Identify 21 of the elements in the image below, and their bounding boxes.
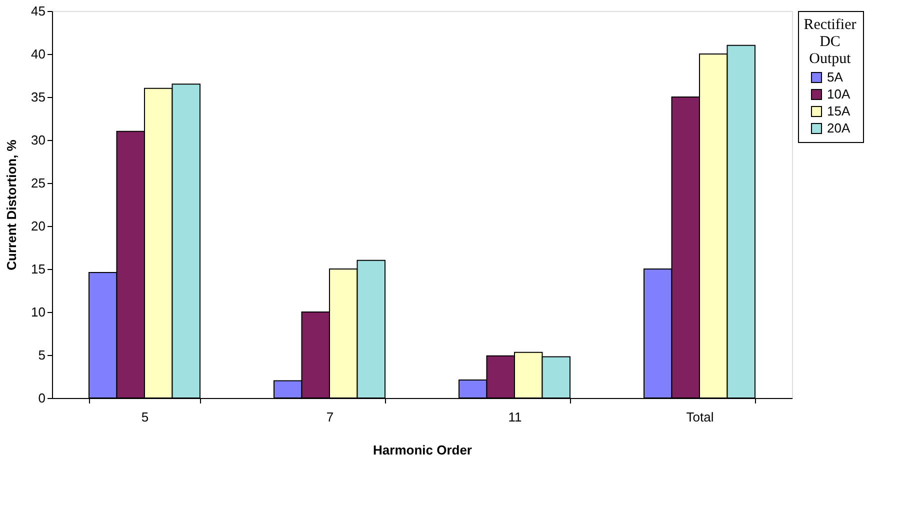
legend-label: 20A <box>827 120 850 136</box>
y-tick-label: 40 <box>31 46 46 62</box>
legend-label: 15A <box>827 104 850 118</box>
y-tick-label: 10 <box>31 304 46 320</box>
legend-title: Rectifier DC Output <box>804 17 856 67</box>
y-tick-label: 30 <box>31 132 46 148</box>
y-tick-label: 5 <box>38 348 46 362</box>
y-tick-label: 25 <box>31 176 46 190</box>
x-tick-label: 11 <box>508 410 522 424</box>
legend-label: 10A <box>827 86 850 102</box>
y-tick-label: 20 <box>31 218 46 234</box>
legend-label: 5A <box>827 70 844 84</box>
x-tick-label: Total <box>686 410 714 424</box>
y-tick-label: 45 <box>31 4 46 18</box>
y-tick-label: 0 <box>38 390 46 406</box>
y-tick-label: 15 <box>31 262 46 276</box>
x-axis-title: Harmonic Order <box>373 442 472 458</box>
y-axis-title: Current Distortion, % <box>4 139 20 270</box>
x-tick-label: 5 <box>141 410 149 424</box>
y-tick-label: 35 <box>31 90 46 104</box>
x-tick-label: 7 <box>326 410 334 424</box>
